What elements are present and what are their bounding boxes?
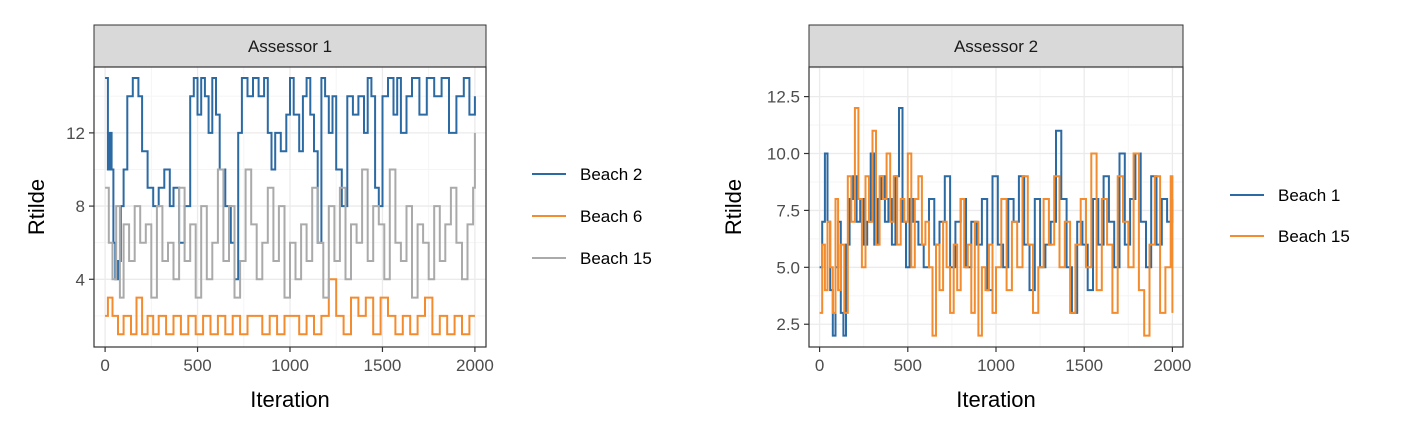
x-axis-title: Iteration bbox=[956, 387, 1036, 412]
y-tick-label: 12.5 bbox=[767, 88, 800, 107]
x-axis-title: Iteration bbox=[250, 387, 330, 412]
y-axis-ticks: 4 8 12 bbox=[66, 124, 94, 289]
x-tick-label: 0 bbox=[100, 356, 109, 375]
series-lines bbox=[819, 107, 1174, 337]
x-tick-label: 500 bbox=[894, 356, 922, 375]
x-tick-label: 500 bbox=[183, 356, 211, 375]
x-tick-label: 1000 bbox=[977, 356, 1015, 375]
x-tick-label: 1500 bbox=[1065, 356, 1103, 375]
y-tick-label: 10.0 bbox=[767, 145, 800, 164]
y-axis-title: Rtilde bbox=[24, 179, 49, 235]
x-tick-label: 1000 bbox=[271, 356, 309, 375]
legend: Beach 2 Beach 6 Beach 15 bbox=[532, 165, 652, 268]
y-tick-label: 8 bbox=[76, 197, 85, 216]
y-tick-label: 7.5 bbox=[776, 201, 800, 220]
y-tick-label: 12 bbox=[66, 124, 85, 143]
x-tick-label: 2000 bbox=[1154, 356, 1192, 375]
y-tick-label: 2.5 bbox=[776, 315, 800, 334]
legend-label: Beach 15 bbox=[1278, 227, 1350, 246]
legend-label: Beach 15 bbox=[580, 249, 652, 268]
series-lines bbox=[105, 77, 476, 336]
series-line-beach-15 bbox=[819, 107, 1174, 337]
legend: Beach 1 Beach 15 bbox=[1230, 186, 1350, 246]
strip-title: Assessor 1 bbox=[248, 37, 332, 56]
y-tick-label: 4 bbox=[76, 270, 85, 289]
panel-assessor-1: Assessor 1 4 8 12 0 500 1000 1500 2000 Iterati… bbox=[24, 24, 652, 412]
x-tick-label: 1500 bbox=[364, 356, 402, 375]
series-line-beach-6 bbox=[105, 278, 475, 336]
x-axis-ticks: 0 500 1000 1500 2000 bbox=[815, 347, 1191, 375]
series-line-beach-2 bbox=[105, 77, 476, 281]
strip-background bbox=[808, 24, 1184, 68]
legend-label: Beach 6 bbox=[580, 207, 642, 226]
strip-title: Assessor 2 bbox=[954, 37, 1038, 56]
y-axis-title: Rtilde bbox=[721, 179, 746, 235]
x-tick-label: 0 bbox=[815, 356, 824, 375]
legend-label: Beach 2 bbox=[580, 165, 642, 184]
panel-assessor-2: Assessor 2 2.5 5.0 7.5 10.0 12.5 0 500 1000 150… bbox=[721, 24, 1350, 412]
x-axis-ticks: 0 500 1000 1500 2000 bbox=[100, 347, 494, 375]
strip-background bbox=[93, 24, 487, 68]
y-axis-ticks: 2.5 5.0 7.5 10.0 12.5 bbox=[767, 88, 809, 334]
y-tick-label: 5.0 bbox=[776, 258, 800, 277]
x-tick-label: 2000 bbox=[456, 356, 494, 375]
legend-label: Beach 1 bbox=[1278, 186, 1340, 205]
series-line-beach-15 bbox=[105, 132, 476, 299]
